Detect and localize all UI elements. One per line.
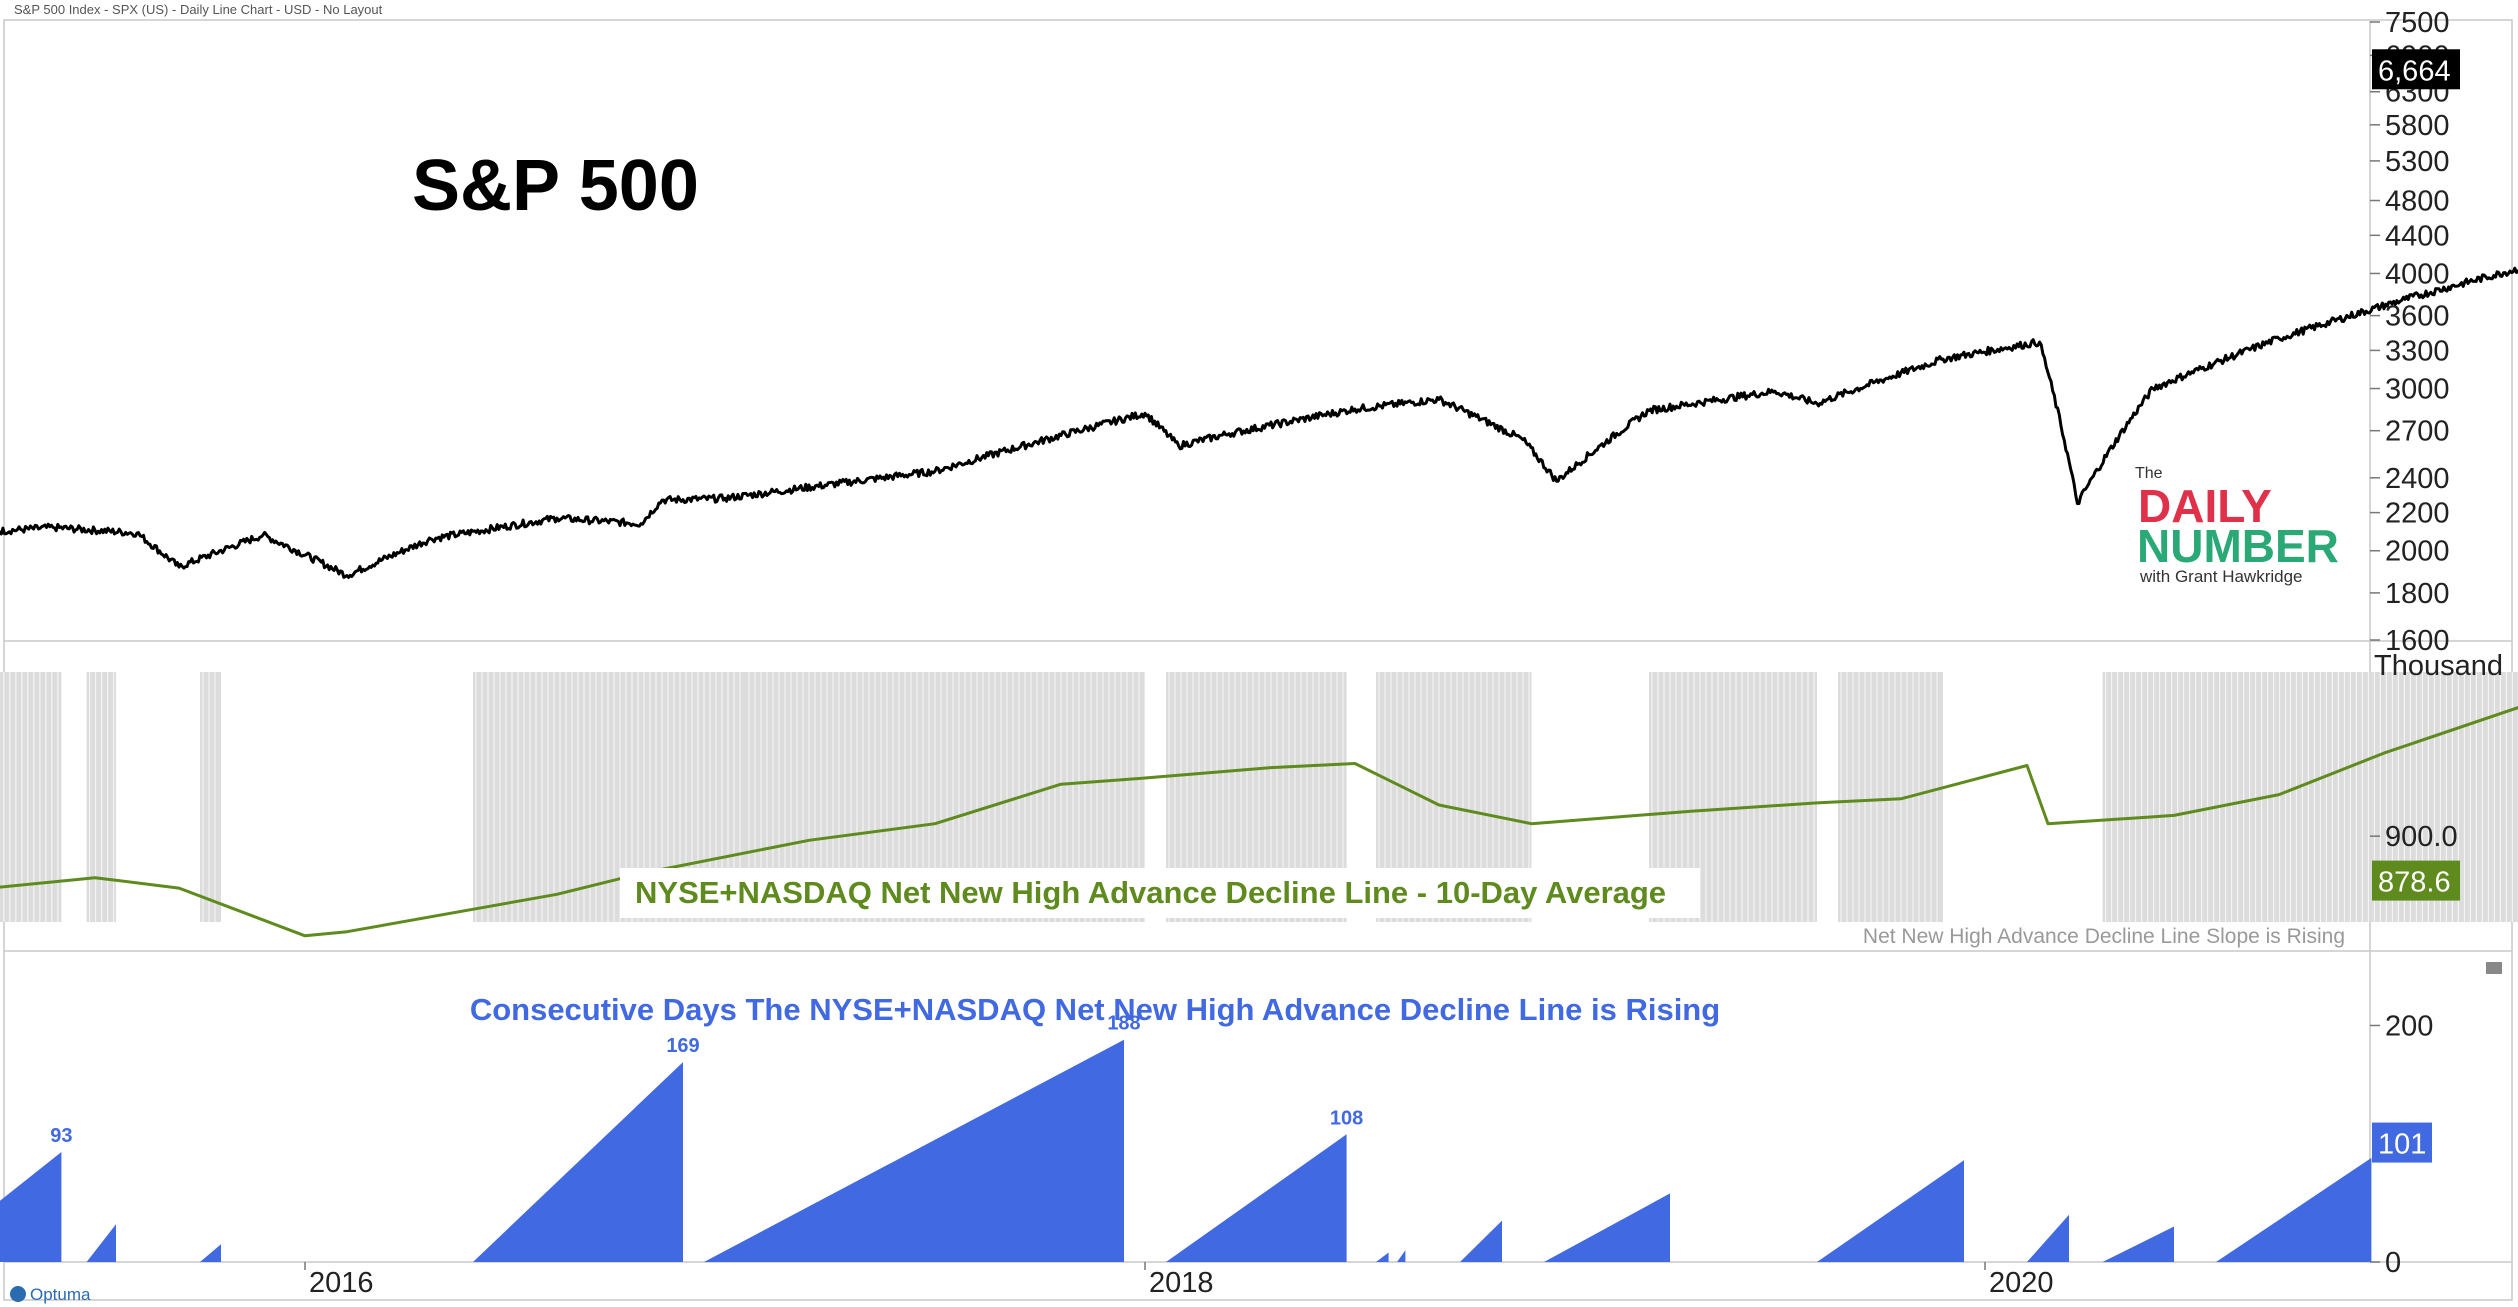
price-tick-label: 1600: [2385, 625, 2450, 657]
run-peak-label: 188: [1107, 1013, 1140, 1035]
run-peak-label: 93: [50, 1125, 72, 1147]
price-tick-label: 2400: [2385, 463, 2450, 495]
consecutive-days-run: [1544, 1193, 1670, 1262]
chart-header: S&P 500 Index - SPX (US) - Daily Line Ch…: [14, 2, 383, 17]
price-tick-label: 5800: [2385, 110, 2450, 142]
bars-last-value-tag: [2372, 1122, 2432, 1163]
adline-line: [0, 706, 2518, 938]
run-peak-label: 108: [1330, 1107, 1363, 1129]
chart-frame: [3, 19, 2513, 1301]
time-tick-label: 2020: [1989, 1267, 2054, 1299]
rising-period-shade: [200, 672, 221, 922]
price-tick-label: 2700: [2385, 416, 2450, 448]
consecutive-days-run: [704, 1039, 1124, 1262]
lock-icon: [2486, 962, 2502, 974]
consecutive-days-run: [1817, 1160, 1964, 1262]
run-peak-label: 169: [666, 1035, 699, 1057]
price-tick-label: 3600: [2385, 301, 2450, 333]
consecutive-days-run: [473, 1062, 683, 1262]
consecutive-days-run: [1166, 1134, 1347, 1262]
price-tick-label: 4000: [2385, 258, 2450, 290]
optuma-brand: Optuma: [30, 1285, 91, 1304]
bars-tick-label: 0: [2385, 1247, 2401, 1279]
bars-last-value-label: 101: [2378, 1129, 2426, 1161]
price-tick-label: 4400: [2385, 220, 2450, 252]
consecutive-days-run: [200, 1244, 221, 1262]
price-tick-label: 7500: [2385, 7, 2450, 39]
consecutive-days-run: [2027, 1214, 2069, 1262]
price-tick-label: 2200: [2385, 498, 2450, 530]
consecutive-days-run: [2216, 1157, 2372, 1262]
consecutive-days-run: [86, 1224, 116, 1262]
rising-period-shade: [1838, 672, 1943, 922]
sp500-price-line: [0, 266, 2518, 579]
adline-last-value-label: 878.6: [2378, 867, 2451, 899]
adline-tick-label: 900.0: [2385, 821, 2458, 853]
price-tick-label: 3300: [2385, 335, 2450, 367]
logo-the: The: [2135, 465, 2163, 482]
consecutive-days-run: [0, 1152, 62, 1262]
time-tick-label: 2016: [309, 1267, 374, 1299]
consecutive-days-run: [2102, 1226, 2174, 1262]
consecutive-days-run: [1460, 1220, 1502, 1262]
consecutive-days-run: [1376, 1252, 1389, 1262]
price-tick-label: 1800: [2385, 578, 2450, 610]
price-tick-label: 4800: [2385, 186, 2450, 218]
price-tick-label: 5300: [2385, 146, 2450, 178]
logo-with: with Grant Hawkridge: [2139, 567, 2303, 586]
bars-tick-label: 200: [2385, 1010, 2433, 1042]
logo-daily: DAILY: [2138, 480, 2272, 532]
adline-footnote: Net New High Advance Decline Line Slope …: [1863, 925, 2345, 948]
adline-y-unit: Thousand: [2374, 650, 2503, 682]
adline-last-value-tag: [2372, 860, 2460, 901]
price-last-value-label: 6,664: [2378, 55, 2451, 87]
adline-panel-title: NYSE+NASDAQ Net New High Advance Decline…: [635, 875, 1666, 910]
bars-panel-title: Consecutive Days The NYSE+NASDAQ Net New…: [470, 992, 1720, 1027]
price-panel-title: S&P 500: [412, 146, 699, 226]
price-last-value-tag: [2372, 49, 2460, 90]
price-tick-label: 3000: [2385, 374, 2450, 406]
logo-number: NUMBER: [2137, 520, 2339, 572]
price-tick-label: 2000: [2385, 536, 2450, 568]
optuma-logo-icon: [10, 1286, 26, 1302]
adline-title-background: [620, 868, 1700, 918]
time-tick-label: 2018: [1149, 1267, 1214, 1299]
consecutive-days-run: [1397, 1250, 1406, 1262]
